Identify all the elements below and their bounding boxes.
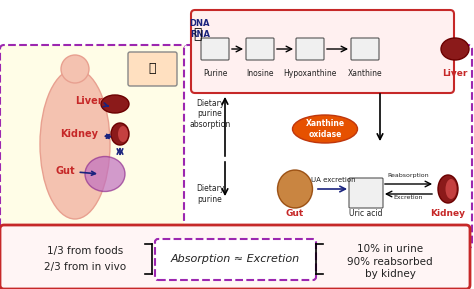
Text: Liver: Liver: [442, 69, 468, 79]
FancyBboxPatch shape: [184, 45, 472, 248]
Text: Purine: Purine: [203, 69, 227, 79]
FancyBboxPatch shape: [191, 10, 454, 93]
Ellipse shape: [101, 95, 129, 113]
Text: Dietary
purine
absorption: Dietary purine absorption: [190, 99, 231, 129]
Text: 10% in urine: 10% in urine: [357, 244, 423, 254]
Text: DNA
RNA: DNA RNA: [190, 19, 210, 39]
Text: Kidney: Kidney: [430, 209, 465, 218]
FancyBboxPatch shape: [155, 239, 316, 280]
Text: 1/3 from foods: 1/3 from foods: [47, 246, 123, 256]
Ellipse shape: [118, 126, 128, 142]
Text: 🧬: 🧬: [193, 27, 201, 41]
Ellipse shape: [277, 170, 312, 208]
Text: Gut: Gut: [55, 166, 95, 176]
Text: Kidney: Kidney: [60, 129, 110, 139]
FancyBboxPatch shape: [0, 45, 186, 248]
Text: Xanthine
oxidase: Xanthine oxidase: [305, 119, 345, 139]
Ellipse shape: [292, 115, 357, 143]
Text: 90% reabsorbed: 90% reabsorbed: [347, 257, 433, 267]
FancyBboxPatch shape: [349, 178, 383, 208]
Text: Liver: Liver: [75, 96, 108, 107]
Text: Absorption ≈ Excretion: Absorption ≈ Excretion: [171, 254, 300, 264]
Text: by kidney: by kidney: [365, 269, 415, 279]
Text: Xanthine: Xanthine: [348, 69, 383, 79]
Text: Dietary
purine: Dietary purine: [196, 184, 224, 204]
FancyBboxPatch shape: [0, 225, 470, 289]
Text: 🍖: 🍖: [148, 62, 156, 75]
Text: Inosine: Inosine: [246, 69, 274, 79]
Ellipse shape: [438, 175, 458, 203]
Text: 2/3 from in vivo: 2/3 from in vivo: [44, 262, 126, 272]
FancyBboxPatch shape: [351, 38, 379, 60]
FancyBboxPatch shape: [246, 38, 274, 60]
FancyBboxPatch shape: [296, 38, 324, 60]
FancyBboxPatch shape: [201, 38, 229, 60]
Text: UA excretion: UA excretion: [310, 177, 356, 183]
Ellipse shape: [441, 38, 469, 60]
Text: Reabsorption: Reabsorption: [387, 173, 429, 178]
Text: Gut: Gut: [286, 209, 304, 218]
Circle shape: [61, 55, 89, 83]
FancyBboxPatch shape: [128, 52, 177, 86]
Text: Uric acid: Uric acid: [349, 209, 383, 218]
Ellipse shape: [446, 179, 456, 199]
Ellipse shape: [111, 123, 129, 145]
Text: Hypoxanthine: Hypoxanthine: [283, 69, 337, 79]
Ellipse shape: [85, 157, 125, 192]
Ellipse shape: [40, 69, 110, 219]
Text: Excretion: Excretion: [393, 195, 423, 200]
